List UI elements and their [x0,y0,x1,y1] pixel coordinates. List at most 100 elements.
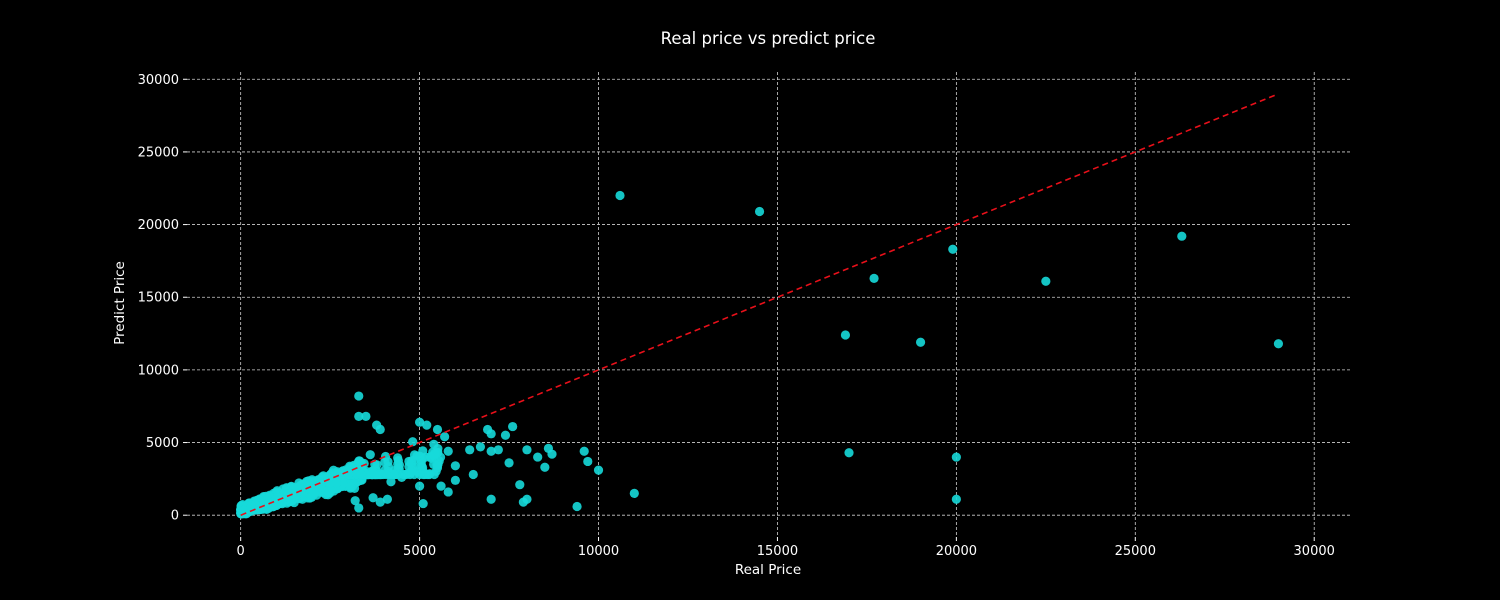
data-point [365,450,375,460]
data-point [375,497,385,507]
x-tick-label: 5000 [403,544,436,559]
data-point [436,481,446,491]
reference-line-layer [240,94,1276,516]
data-point [338,479,348,489]
y-tick-label: 25000 [138,145,179,160]
data-point [468,469,478,480]
data-point [1177,231,1187,241]
data-point [1273,339,1284,349]
data-point [361,411,371,421]
x-tick-label: 25000 [1115,544,1156,559]
x-tick-label: 10000 [578,544,619,559]
y-tick-label: 15000 [138,291,179,306]
data-point [493,445,503,455]
data-point [579,446,589,456]
grid-layer [187,72,1350,537]
data-point [369,469,379,480]
data-point [393,453,403,463]
chart-title: Real price vs predict price [661,29,876,48]
data-point [583,456,593,467]
y-tick-label: 0 [171,509,179,524]
data-point [629,488,639,499]
data-point [331,478,341,488]
data-point [1041,276,1051,286]
data-point [486,494,496,504]
data-point [475,442,486,452]
data-point [951,494,961,504]
data-point [504,458,514,468]
data-point [350,496,360,506]
data-point [433,447,443,457]
data-point [418,498,428,509]
tick-layer: 0 5000 10000 15000 20000 25000 30000 0 5000 10000… [138,73,1335,559]
data-point [422,420,432,430]
data-point [389,469,399,480]
x-axis-label: Real Price [735,562,801,578]
data-point [404,456,414,467]
y-axis-label: Predict Price [112,261,128,345]
y-tick-label: 10000 [138,363,179,378]
data-point [386,477,396,487]
data-point [346,481,356,492]
data-point [239,505,249,515]
data-point [840,330,851,340]
data-point [522,494,532,504]
data-point [572,501,582,512]
data-point [432,424,443,435]
data-point [263,498,273,508]
data-point [355,456,365,466]
data-point [415,481,425,491]
data-point [343,469,353,480]
data-point [375,424,385,435]
y-tick-label: 20000 [138,218,179,233]
data-point [277,499,287,509]
data-point [415,417,425,427]
data-point [543,443,554,453]
y-tick-label: 5000 [146,436,179,451]
data-point [508,421,518,432]
data-point [440,432,450,442]
y-tick-label: 30000 [138,73,179,88]
data-point [450,461,460,471]
data-point [915,337,926,347]
data-point [408,437,418,447]
data-point [354,503,364,513]
data-point [754,206,765,217]
data-point [482,424,493,435]
data-point [593,465,604,475]
data-point [500,430,511,440]
data-point [417,461,427,471]
data-point [948,244,958,254]
x-tick-label: 0 [237,544,245,559]
data-point [540,462,550,472]
data-point [397,472,407,483]
reference-line [240,94,1276,516]
data-point [533,452,543,462]
data-point [354,411,364,421]
x-tick-label: 20000 [936,544,977,559]
data-point [522,445,532,455]
data-point [412,451,422,461]
data-point [450,475,460,485]
data-point [415,469,425,480]
data-point [382,494,392,504]
data-point [951,452,961,462]
data-point [432,461,443,471]
data-point [323,472,333,482]
data-point [844,448,854,458]
data-point [869,273,879,283]
x-tick-label: 15000 [757,544,798,559]
data-point [515,480,525,490]
data-point [615,190,625,201]
data-point [443,446,453,456]
data-point [429,439,439,449]
data-point [309,487,319,497]
data-point [368,493,378,503]
data-point [356,469,366,480]
x-tick-label: 30000 [1294,544,1335,559]
data-point [443,487,453,497]
data-point [486,446,496,456]
data-point [354,391,364,401]
